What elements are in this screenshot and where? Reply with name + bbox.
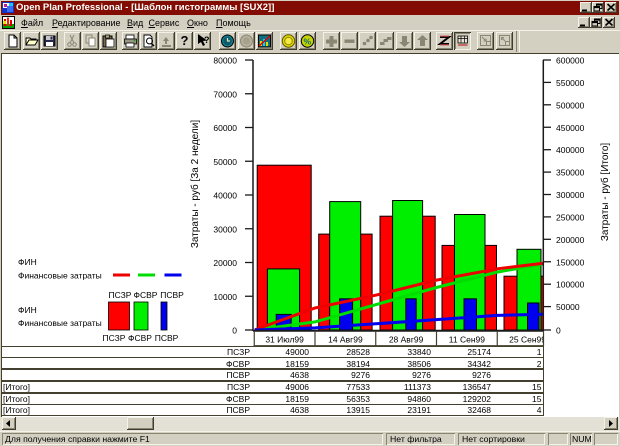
svg-text:ПСВР: ПСВР [155,333,179,343]
svg-text:40000: 40000 [213,191,237,201]
svg-text:80000: 80000 [213,56,237,66]
svg-text:ФИН: ФИН [18,305,37,315]
svg-text:70000: 70000 [213,89,237,99]
svg-text:ФСВР: ФСВР [134,290,158,300]
svg-text:ФСВР: ФСВР [128,333,152,343]
svg-text:%: % [303,37,311,47]
svg-text:350000: 350000 [556,168,585,178]
svg-text:14 Авг99: 14 Авг99 [328,335,363,345]
svg-text:250000: 250000 [556,212,585,222]
svg-text:Затраты - руб [За 2 недели]: Затраты - руб [За 2 недели] [189,120,201,248]
svg-text:0: 0 [556,326,561,336]
svg-text:50000: 50000 [556,302,580,312]
svg-text:300000: 300000 [556,190,585,200]
svg-text:ПСВР: ПСВР [160,290,184,300]
svg-text:450000: 450000 [556,123,585,133]
svg-text:50000: 50000 [213,157,237,167]
svg-text:500000: 500000 [556,100,585,110]
svg-text:0: 0 [232,326,237,336]
svg-text:20000: 20000 [213,258,237,268]
svg-text:11 Сен99: 11 Сен99 [449,335,485,345]
svg-text:200000: 200000 [556,235,585,245]
svg-text:150000: 150000 [556,257,585,267]
svg-text:10000: 10000 [213,292,237,302]
svg-text:ПСЗР: ПСЗР [109,290,132,300]
svg-text:400000: 400000 [556,145,585,155]
svg-text:30000: 30000 [213,224,237,234]
svg-text:100000: 100000 [556,280,585,290]
svg-text:Финансовые затраты: Финансовые затраты [18,318,102,328]
svg-text:550000: 550000 [556,78,585,88]
svg-text:ФИН: ФИН [18,257,37,267]
svg-text:60000: 60000 [213,123,237,133]
svg-text:31 Июл99: 31 Июл99 [265,335,304,345]
svg-text:?: ? [204,35,210,45]
svg-text:Затраты - руб [Итого]: Затраты - руб [Итого] [599,143,611,242]
svg-text:25 Сен99: 25 Сен99 [509,335,546,345]
svg-text:600000: 600000 [556,56,585,66]
svg-text:Финансовые затраты: Финансовые затраты [18,271,102,281]
svg-text:28 Авг99: 28 Авг99 [389,335,424,345]
svg-text:ПСЗР: ПСЗР [103,333,126,343]
